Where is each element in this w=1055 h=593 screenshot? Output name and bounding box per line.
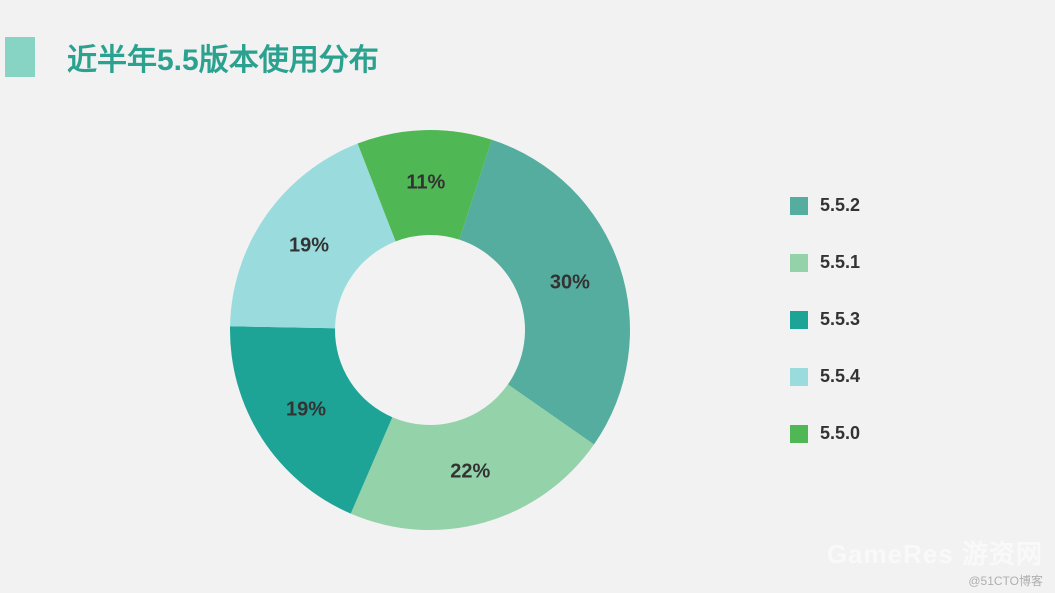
header: 近半年5.5版本使用分布 [5,35,379,79]
donut-slice [459,140,630,445]
legend-item: 5.5.4 [790,366,860,387]
legend-swatch [790,197,808,215]
donut-slice-label: 19% [286,398,326,421]
legend-label: 5.5.2 [820,195,860,216]
title-accent-bar [5,37,35,77]
legend-swatch [790,311,808,329]
legend-swatch [790,368,808,386]
legend-item: 5.5.1 [790,252,860,273]
legend-item: 5.5.0 [790,423,860,444]
donut-slice-label: 11% [406,171,445,194]
legend-label: 5.5.4 [820,366,860,387]
legend-item: 5.5.2 [790,195,860,216]
legend: 5.5.2 5.5.1 5.5.3 5.5.4 5.5.0 [790,195,860,480]
legend-swatch [790,254,808,272]
donut-slice-label: 30% [550,272,590,295]
donut-slice-label: 19% [289,234,329,257]
watermark-gameres: GameRes 游资网 [827,534,1043,571]
donut-chart: 30% 22% 19% 19% 11% [220,120,640,540]
legend-label: 5.5.3 [820,309,860,330]
page-title: 近半年5.5版本使用分布 [67,35,379,79]
donut-slice-label: 22% [450,460,490,483]
legend-swatch [790,425,808,443]
watermark-51cto: @51CTO博客 [968,572,1043,589]
legend-label: 5.5.0 [820,423,860,444]
legend-label: 5.5.1 [820,252,860,273]
legend-item: 5.5.3 [790,309,860,330]
